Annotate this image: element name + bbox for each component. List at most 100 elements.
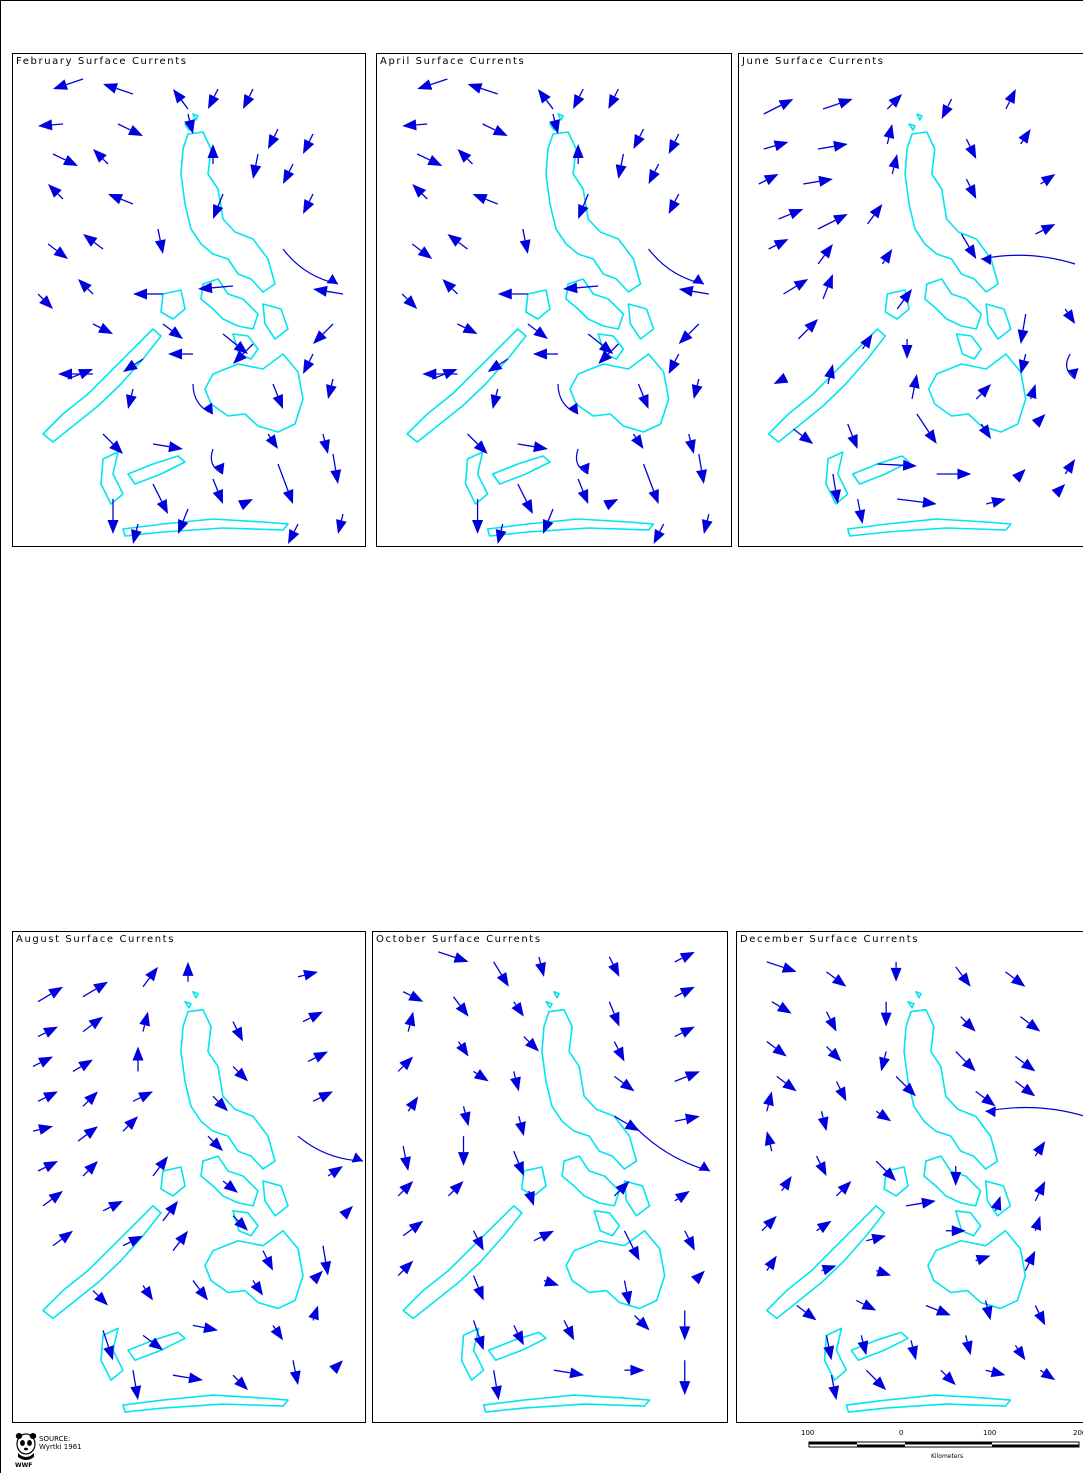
current-arrowhead	[320, 1261, 331, 1276]
current-arrowhead	[608, 94, 619, 109]
scale-units: Kilometers	[931, 1453, 963, 1460]
current-arrowhead	[309, 1271, 323, 1285]
coastline	[562, 1156, 619, 1206]
current-arrow	[53, 154, 65, 160]
current-arrowhead	[1021, 1084, 1035, 1097]
scale-tick-label: 100	[801, 1429, 814, 1437]
coastline	[570, 354, 669, 432]
current-arrow	[181, 100, 188, 109]
current-arrow	[1035, 1305, 1039, 1312]
current-arrowhead	[83, 234, 98, 247]
current-arrowhead	[330, 469, 341, 484]
current-arrowhead	[522, 499, 533, 514]
current-arrowhead	[965, 184, 976, 199]
coastline	[851, 1332, 908, 1360]
current-arrowhead	[458, 1152, 469, 1166]
current-arrow	[624, 1281, 626, 1292]
current-arrow	[634, 1315, 639, 1320]
current-arrow	[633, 434, 635, 437]
current-arrowhead	[1012, 469, 1026, 483]
current-arrow	[38, 1033, 45, 1037]
current-arrowhead	[232, 1027, 243, 1042]
current-arrowhead	[491, 1385, 502, 1400]
scale-tick-label: 0	[899, 1429, 903, 1437]
current-arrow	[1023, 314, 1026, 330]
current-arrow	[783, 286, 796, 294]
current-arrowhead	[692, 274, 703, 284]
current-arrow	[621, 154, 623, 165]
current-arrow	[298, 975, 304, 977]
current-arrowhead	[456, 1002, 469, 1016]
current-arrow	[1015, 1345, 1017, 1348]
current-arrow	[863, 346, 865, 349]
current-arrowhead	[175, 1231, 188, 1245]
current-arrowhead	[649, 169, 660, 184]
coastline	[128, 456, 185, 484]
current-arrow	[273, 1325, 275, 1328]
coastline	[558, 114, 563, 120]
coastline	[905, 132, 998, 292]
current-arrow	[143, 978, 150, 987]
current-arrow	[1065, 471, 1067, 474]
coastline	[193, 114, 198, 120]
current-arrowhead	[1031, 1216, 1041, 1231]
current-arrow	[675, 1033, 683, 1037]
coastline	[929, 354, 1026, 432]
current-arrow	[986, 1370, 992, 1372]
current-arrowhead	[544, 1276, 559, 1286]
current-arrow	[398, 1191, 403, 1196]
current-arrowhead	[409, 1221, 424, 1234]
current-arrow	[769, 245, 776, 249]
current-map	[373, 932, 727, 1422]
current-arrow	[996, 1209, 997, 1211]
current-arrow	[453, 997, 460, 1006]
current-arrow	[911, 1340, 913, 1346]
current-arrow	[578, 479, 583, 491]
current-arrowhead	[155, 1156, 168, 1170]
current-arrowhead	[290, 1370, 301, 1385]
current-arrowhead	[922, 497, 936, 508]
current-arrow	[966, 1335, 968, 1341]
current-arrowhead	[779, 1176, 791, 1191]
current-arrowhead	[818, 1116, 829, 1131]
current-arrowhead	[336, 519, 347, 534]
coastline	[205, 1231, 303, 1309]
current-arrow	[634, 1126, 709, 1171]
coastline	[161, 1167, 185, 1196]
current-arrow	[53, 1239, 62, 1246]
current-arrow	[83, 1101, 88, 1106]
current-arrowhead	[406, 1096, 418, 1111]
map-content	[398, 952, 710, 1412]
current-arrowhead	[1041, 224, 1056, 235]
current-arrowhead	[633, 134, 644, 149]
current-arrow	[858, 499, 860, 510]
current-arrowhead	[84, 1126, 99, 1139]
current-arrow	[274, 129, 278, 136]
current-arrow	[614, 1076, 623, 1083]
current-arrow	[136, 524, 138, 530]
current-arrow	[685, 1231, 689, 1238]
current-arrow	[398, 1271, 403, 1276]
current-arrow	[868, 215, 875, 224]
current-arrowhead	[679, 1381, 690, 1395]
current-arrow	[308, 1058, 315, 1062]
map-panel-april: April Surface Currents	[376, 53, 732, 547]
coastline	[917, 114, 922, 120]
current-arrowhead	[1018, 329, 1029, 344]
current-arrowhead	[168, 441, 183, 452]
current-arrowhead	[1011, 974, 1025, 987]
current-arrow	[822, 1270, 824, 1271]
current-arrow	[116, 88, 133, 94]
current-arrowhead	[669, 199, 680, 214]
current-arrowhead	[535, 962, 546, 977]
current-arrowhead	[630, 1365, 644, 1376]
current-arrow	[448, 1191, 453, 1196]
coastline	[986, 304, 1011, 339]
current-arrow	[323, 324, 333, 334]
current-arrow	[103, 1207, 110, 1211]
current-arrow	[416, 124, 427, 125]
current-arrow	[793, 429, 802, 436]
current-arrowhead	[902, 345, 913, 359]
current-arrowhead	[820, 244, 833, 259]
current-arrow	[777, 1076, 786, 1083]
